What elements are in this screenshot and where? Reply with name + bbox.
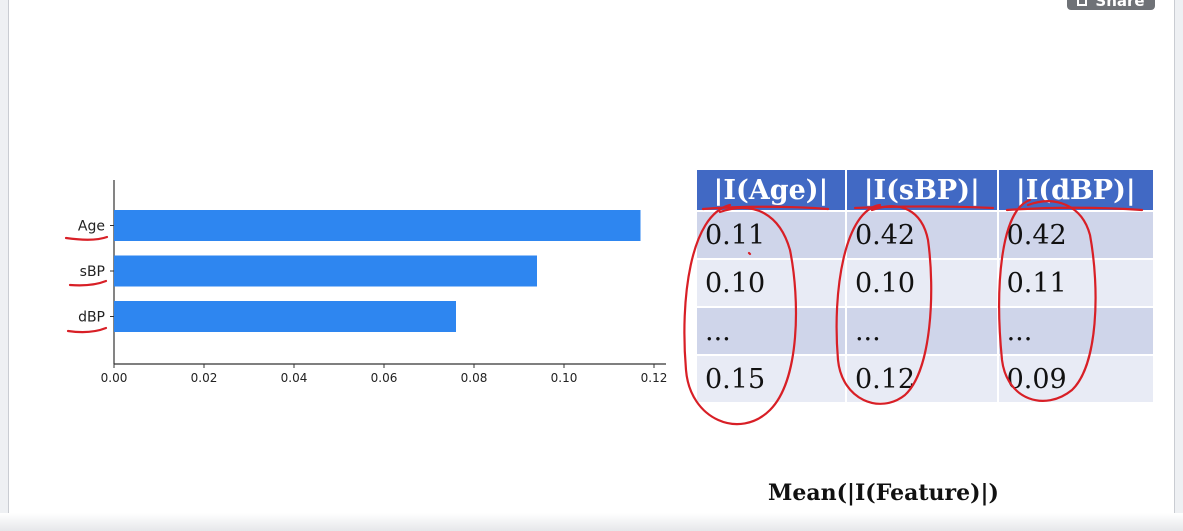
table-row: 0.10 0.10 0.11 xyxy=(697,260,1153,306)
header-age: |I(Age)| xyxy=(697,170,845,210)
share-button[interactable]: Share xyxy=(1067,0,1155,10)
x-tick-label: 0.10 xyxy=(551,371,578,385)
table-cell: ... xyxy=(846,308,997,354)
x-tick-label: 0.00 xyxy=(101,371,128,385)
bar-age xyxy=(114,210,641,241)
table-cell: 0.42 xyxy=(846,212,997,258)
table-cell: 0.10 xyxy=(846,260,997,306)
table-row: 0.11 0.42 0.42 xyxy=(697,212,1153,258)
header-sbp: |I(sBP)| xyxy=(846,170,997,210)
table-cell: 0.11 xyxy=(998,260,1153,306)
bar-sbp xyxy=(114,255,537,287)
table-cell: ... xyxy=(697,308,845,354)
x-tick-label: 0.06 xyxy=(371,371,398,385)
x-tick-label: 0.04 xyxy=(281,371,308,385)
table-cell: 0.11 xyxy=(697,212,845,258)
table-cell: 0.15 xyxy=(697,356,845,402)
y-tick-label: sBP xyxy=(80,264,105,280)
table-cell: ... xyxy=(998,308,1153,354)
y-tick-label: dBP xyxy=(78,310,105,326)
table-cell: 0.09 xyxy=(998,356,1153,402)
y-tick-label: Age xyxy=(78,219,105,235)
feature-importance-table: |I(Age)| |I(sBP)| |I(dBP)| 0.11 0.42 0.4… xyxy=(695,168,1155,404)
bottom-shadow xyxy=(0,513,1183,531)
feature-importance-chart: Age sBP dBP 0.00 0.02 0.04 0.06 0.08 0.10 0.12 xyxy=(78,180,668,385)
header-dbp: |I(dBP)| xyxy=(998,170,1153,210)
table-cell: 0.42 xyxy=(998,212,1153,258)
table-row: ... ... ... xyxy=(697,308,1153,354)
x-tick-label: 0.08 xyxy=(461,371,488,385)
table-cell: 0.12 xyxy=(846,356,997,402)
share-label: Share xyxy=(1095,0,1145,10)
table-caption: Mean(|I(Feature)|) xyxy=(768,480,999,506)
share-icon xyxy=(1077,0,1088,6)
table-row: 0.15 0.12 0.09 xyxy=(697,356,1153,402)
table-header-row: |I(Age)| |I(sBP)| |I(dBP)| xyxy=(697,170,1153,210)
table-cell: 0.10 xyxy=(697,260,845,306)
right-frame-border xyxy=(1174,0,1183,531)
x-tick-label: 0.02 xyxy=(191,371,218,385)
left-frame-border xyxy=(0,0,9,531)
x-tick-label: 0.12 xyxy=(641,371,668,385)
bar-dbp xyxy=(114,301,456,332)
